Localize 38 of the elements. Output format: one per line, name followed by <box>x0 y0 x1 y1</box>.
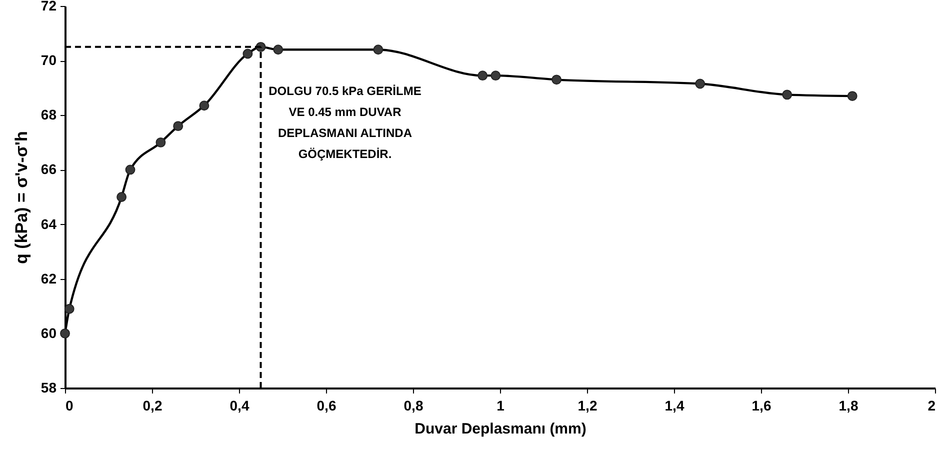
x-tick-label: 1,2 <box>578 398 598 414</box>
y-tick-label: 58 <box>40 380 57 396</box>
point <box>847 91 858 102</box>
y-tick-label: 62 <box>40 270 57 286</box>
point <box>64 304 74 314</box>
point <box>695 78 706 89</box>
point <box>552 74 562 85</box>
point <box>116 192 127 202</box>
y-tick-label: 68 <box>40 106 57 123</box>
x-tick-label: 1 <box>496 398 505 414</box>
x-tick-label: 2 <box>928 398 936 414</box>
point <box>173 121 184 132</box>
x-tick-label: 0,6 <box>316 398 336 414</box>
x-tick-label: 1,6 <box>752 398 772 414</box>
point <box>156 137 166 148</box>
y-axis-title: q (kPa) = σ'v-σ'h <box>12 131 31 264</box>
point <box>60 328 70 338</box>
x-tick-label: 1,4 <box>664 398 684 414</box>
point <box>242 48 253 59</box>
x-tick-label: 0 <box>66 398 74 414</box>
y-tick-label: 64 <box>40 216 57 232</box>
point <box>125 164 136 175</box>
y-tick-label: 66 <box>40 161 57 178</box>
point <box>782 90 792 100</box>
point <box>373 44 384 55</box>
annotation: DOLGU 70.5 kPa GERİLME VE 0.45 mm DUVAR DEPLASMANI ALTINDA GÖÇMEKTEDİR. <box>268 84 422 161</box>
point <box>490 70 501 81</box>
x-axis-title: Duvar Deplasmanı (mm) <box>414 420 586 438</box>
x-tick-label: 0,2 <box>142 398 162 414</box>
point <box>199 100 210 111</box>
point <box>478 70 488 81</box>
point <box>273 44 284 55</box>
y-tick-label: 72 <box>40 0 57 14</box>
y-tick-label: 70 <box>40 52 57 68</box>
x-tick-label: 0,8 <box>404 398 424 414</box>
x-tick-label: 1,8 <box>838 398 858 414</box>
x-tick-label: 0,4 <box>230 398 250 414</box>
y-tick-label: 60 <box>40 324 57 341</box>
